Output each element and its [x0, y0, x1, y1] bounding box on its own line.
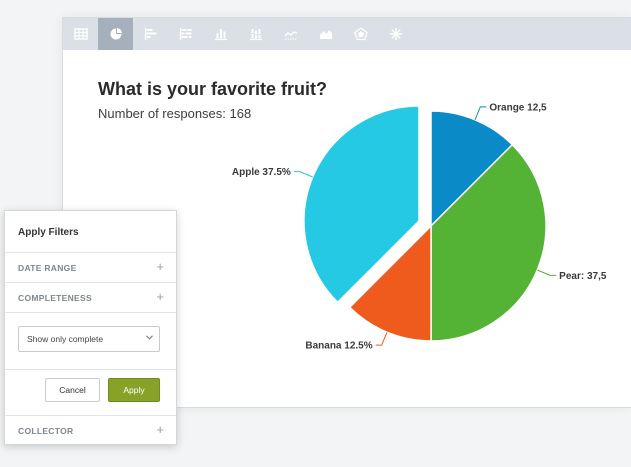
horizontal-bar-button[interactable]: [133, 18, 168, 50]
filter-completeness[interactable]: COMPLETENESS +: [5, 283, 176, 313]
pie-chart-button[interactable]: [98, 18, 133, 50]
panel-header: Apply Filters: [5, 211, 176, 253]
filter-collector[interactable]: COLLECTOR +: [5, 415, 176, 445]
horizontal-bar-icon: [144, 28, 156, 40]
stacked-vertical-bar-icon: [249, 29, 262, 41]
completeness-label: COMPLETENESS: [18, 293, 92, 303]
pie-chart-icon: [110, 28, 122, 40]
pie-chart: Orange 12,5 Pear: 37,5 Banana 12.5% Apple 3…: [232, 102, 607, 352]
pie-slice-banana[interactable]: [348, 224, 432, 342]
responses-count: Number of responses: 168: [98, 106, 252, 121]
pie-label-apple: Apple 37.5%: [232, 167, 291, 178]
pie-slice-apple[interactable]: [303, 105, 420, 304]
table-button[interactable]: [63, 18, 98, 50]
vertical-bar-icon: [214, 29, 227, 41]
panel-title: Apply Filters: [18, 227, 79, 238]
label-connector: [474, 106, 487, 120]
table-icon: [73, 28, 88, 40]
label-connector: [537, 269, 557, 276]
select-value: Show only complete: [27, 334, 104, 344]
filter-date-range[interactable]: DATE RANGE +: [5, 253, 176, 283]
vertical-bar-button[interactable]: [203, 18, 238, 50]
stacked-horizontal-bar-icon: [179, 28, 191, 40]
pie-label-pear: Pear: 37,5: [559, 271, 607, 282]
plus-icon[interactable]: +: [156, 422, 164, 437]
cancel-button[interactable]: Cancel: [45, 378, 100, 402]
stacked-vertical-bar-button[interactable]: [238, 18, 273, 50]
chart-title: What is your favorite fruit?: [98, 79, 328, 99]
chart-type-toolbar: [63, 18, 631, 50]
pie-label-banana: Banana 12.5%: [305, 341, 372, 352]
collector-label: COLLECTOR: [18, 426, 74, 436]
area-chart-button[interactable]: [308, 18, 343, 50]
asterisk-chart-icon: [389, 28, 402, 40]
area-chart-icon: [319, 30, 332, 39]
plus-icon[interactable]: +: [156, 289, 164, 304]
line-chart-icon: [284, 31, 297, 40]
label-connector: [293, 171, 313, 178]
asterisk-chart-button[interactable]: [378, 18, 413, 50]
label-connector: [375, 332, 388, 346]
pie-slice-orange[interactable]: [430, 110, 514, 228]
date-range-label: DATE RANGE: [18, 263, 77, 273]
radar-chart-icon: [353, 27, 368, 41]
pie-label-orange: Orange 12,5: [489, 102, 547, 113]
completeness-select[interactable]: Show only complete: [18, 326, 160, 352]
line-chart-button[interactable]: [273, 18, 308, 50]
stacked-horizontal-bar-button[interactable]: [168, 18, 203, 50]
radar-chart-button[interactable]: [343, 18, 378, 50]
divider: [5, 369, 176, 370]
apply-filters-panel: Apply Filters DATE RANGE + COMPLETENESS …: [4, 210, 177, 445]
apply-button[interactable]: Apply: [108, 378, 160, 402]
chevron-down-icon: [146, 335, 153, 340]
plus-icon[interactable]: +: [156, 259, 164, 274]
pie-slice-pear[interactable]: [430, 143, 547, 342]
